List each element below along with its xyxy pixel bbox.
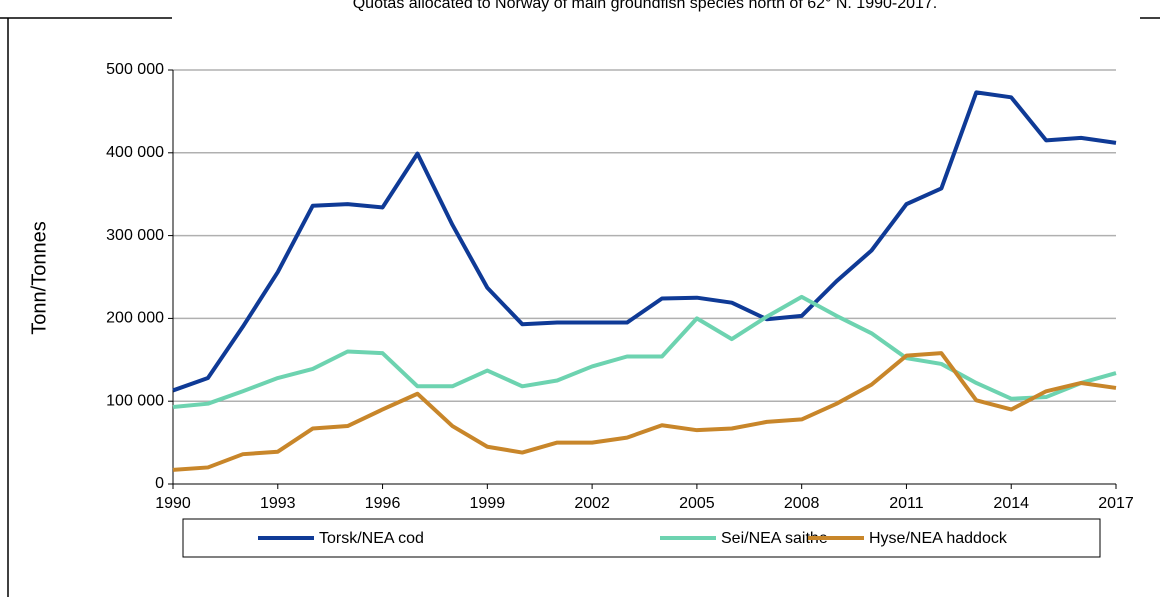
y-tick-label: 100 000 — [106, 392, 164, 409]
x-tick-label: 1990 — [155, 495, 191, 512]
y-tick-label: 300 000 — [106, 227, 164, 244]
x-tick-label: 2008 — [784, 495, 820, 512]
y-tick-label: 0 — [155, 475, 164, 492]
y-tick-label: 500 000 — [106, 61, 164, 78]
series-line — [172, 351, 1117, 472]
y-tick-label: 200 000 — [106, 310, 164, 327]
frame — [0, 17, 1160, 597]
series-line — [172, 294, 1117, 409]
y-axis-label: Tonn/Tonnes — [28, 221, 50, 334]
x-tick-label: 1999 — [470, 495, 506, 512]
legend-label: Sei/NEA saithe — [721, 530, 828, 547]
y-tick-label: 400 000 — [106, 144, 164, 161]
x-tick-label: 2011 — [889, 495, 924, 512]
chart-title: Quotas allocated to Norway of main groun… — [353, 0, 938, 12]
x-tick-label: 2005 — [679, 495, 715, 512]
legend-label: Hyse/NEA haddock — [869, 530, 1008, 547]
x-tick-label: 2014 — [993, 495, 1029, 512]
series-line — [172, 90, 1117, 393]
legend-box — [182, 518, 1101, 558]
x-tick-label: 1996 — [365, 495, 401, 512]
x-tick-label: 1993 — [260, 495, 296, 512]
x-tick-label: 2017 — [1098, 495, 1134, 512]
x-tick-label: 2002 — [574, 495, 610, 512]
legend-label: Torsk/NEA cod — [319, 530, 424, 547]
